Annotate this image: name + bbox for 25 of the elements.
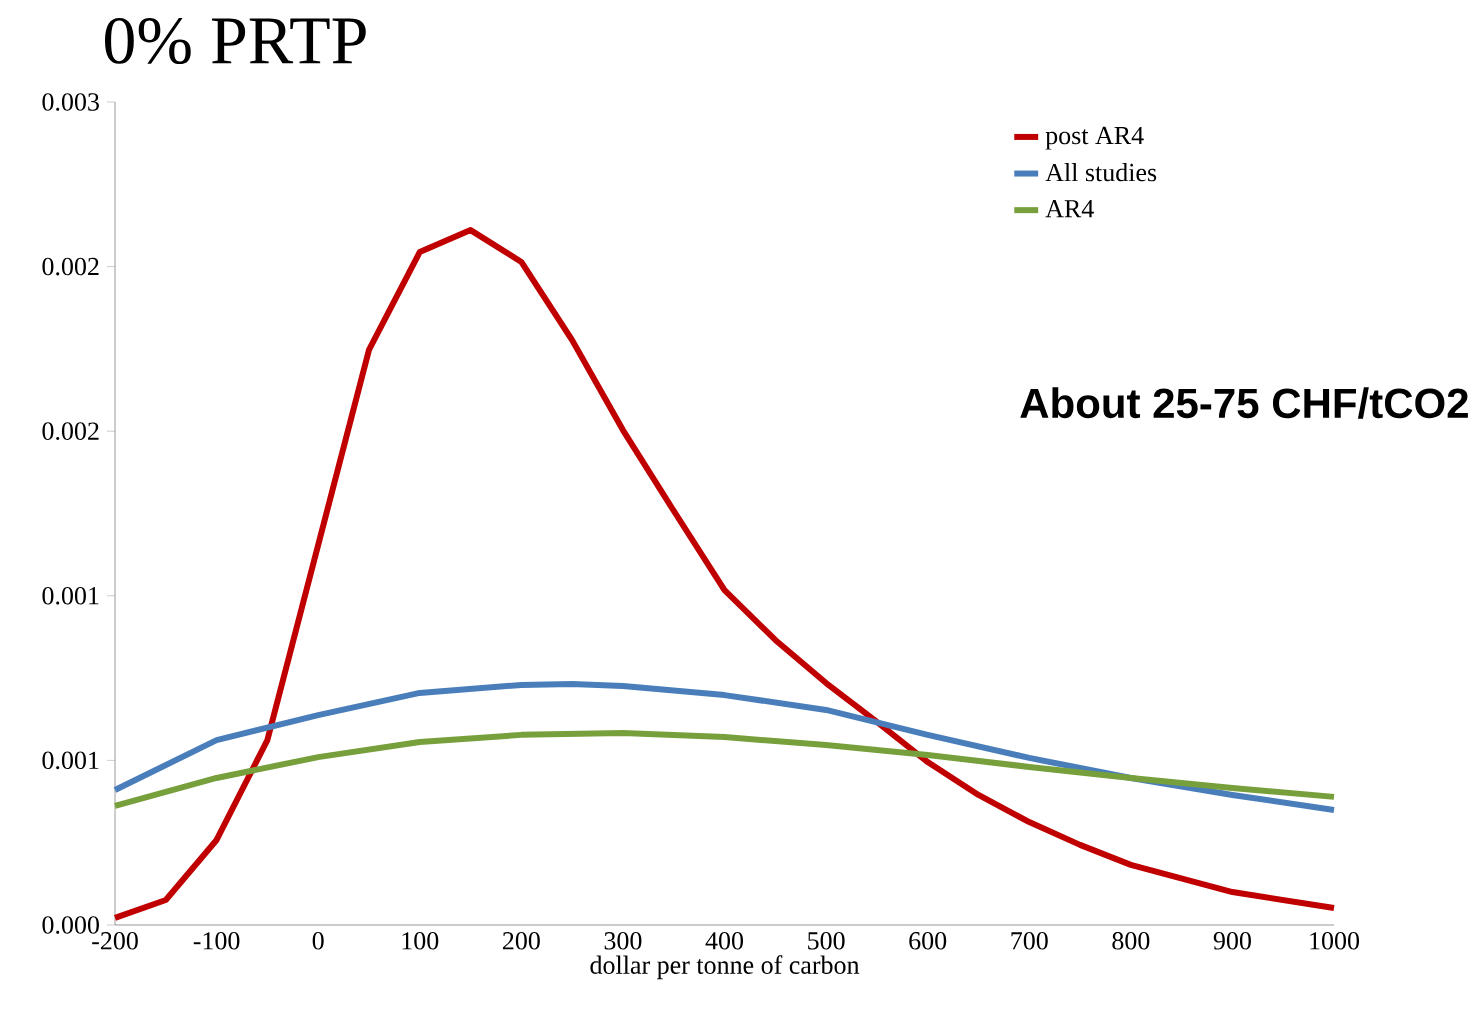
y-tick-label: 0.002 xyxy=(42,257,99,276)
y-tick-label: 0.002 xyxy=(42,422,99,441)
x-tick-label: -200 xyxy=(92,932,138,950)
x-tick-label: 400 xyxy=(705,932,744,950)
annotation: About 25-75 CHF/tCO2 xyxy=(1020,387,1468,419)
x-tick-label: 300 xyxy=(604,932,642,950)
legend-label: All studies xyxy=(1045,163,1157,182)
x-axis-title: dollar per tonne of carbon xyxy=(590,955,860,980)
y-tick-label: 0.001 xyxy=(42,586,99,605)
x-tick-label: 700 xyxy=(1011,932,1048,950)
legend-label: post AR4 xyxy=(1045,126,1144,150)
x-tick-label: 0 xyxy=(312,932,324,950)
chart-title: 0% PRTP xyxy=(105,17,366,65)
x-tick-label: 500 xyxy=(808,932,845,950)
y-tick-label: 0.001 xyxy=(42,751,99,770)
y-tick-label: 0.003 xyxy=(42,93,99,111)
x-tick-label: 200 xyxy=(502,932,540,950)
x-tick-label: 1000 xyxy=(1310,932,1360,950)
y-tick-label: 0.000 xyxy=(42,916,99,934)
x-tick-label: 800 xyxy=(1112,932,1150,950)
legend-label: AR4 xyxy=(1045,200,1094,218)
x-tick-label: 100 xyxy=(402,932,439,950)
x-tick-label: -100 xyxy=(193,932,240,950)
x-tick-label: 900 xyxy=(1213,932,1251,950)
x-tick-label: 600 xyxy=(909,932,947,950)
